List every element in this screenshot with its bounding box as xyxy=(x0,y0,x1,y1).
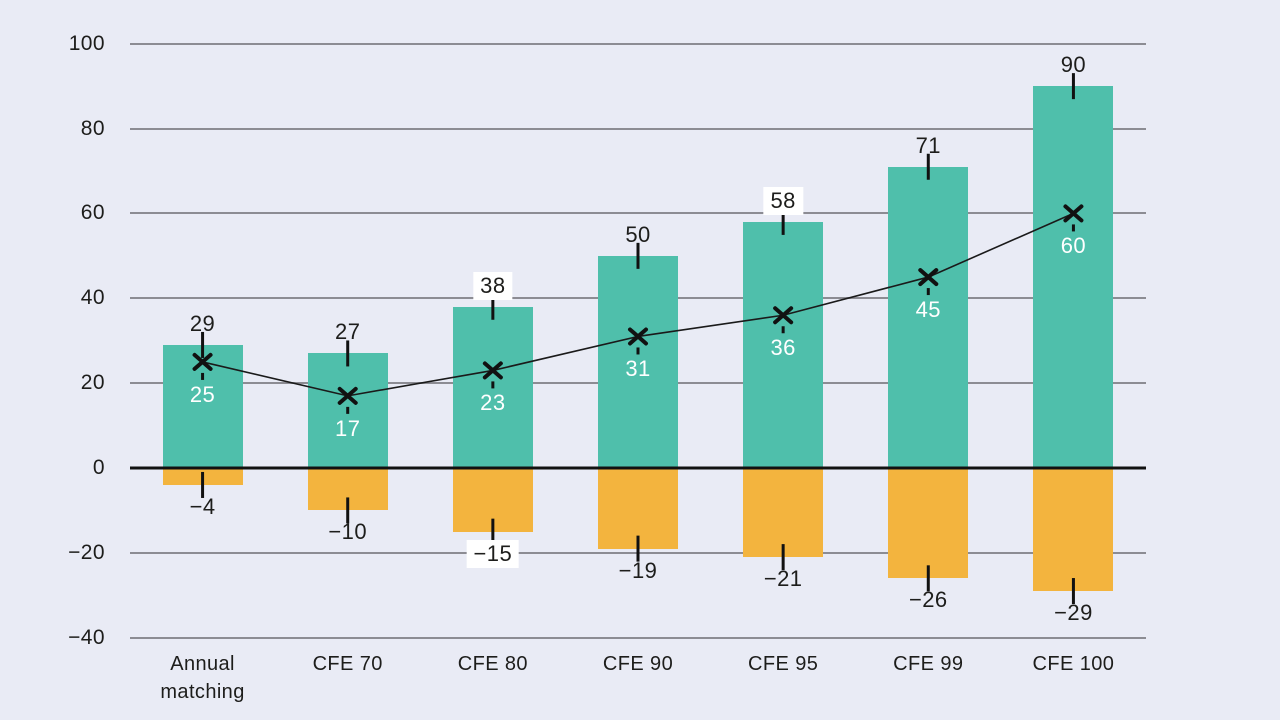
bar-negative xyxy=(743,468,824,558)
bar-value-label: 90 xyxy=(1060,52,1087,78)
bar-value-label: 29 xyxy=(189,310,216,336)
net-marker-x-icon xyxy=(1063,204,1084,223)
net-marker-x-icon xyxy=(192,352,213,371)
gridline xyxy=(130,212,1146,215)
category-label: CFE 90 xyxy=(602,653,674,675)
category-label: CFE 80 xyxy=(457,653,528,675)
category-label: CFE 100 xyxy=(1032,653,1115,675)
category-label: CFE 70 xyxy=(312,653,383,675)
bar-value-label: 58 xyxy=(763,186,803,215)
net-marker-x-icon xyxy=(337,386,358,405)
net-value-label: 25 xyxy=(189,381,216,407)
category-label: Annual matching xyxy=(160,653,245,703)
bar-value-label: −26 xyxy=(908,587,948,613)
bar-value-label: −10 xyxy=(328,519,368,545)
y-axis-tick-label: 80 xyxy=(80,116,105,140)
gridline xyxy=(130,127,1146,130)
y-axis-tick-label: 100 xyxy=(68,31,105,55)
y-axis-tick-label: −20 xyxy=(68,540,105,564)
net-marker-x-icon xyxy=(918,268,939,287)
y-axis-tick-label: 40 xyxy=(80,286,105,310)
category-label: CFE 99 xyxy=(893,653,964,675)
bar-positive xyxy=(888,166,969,468)
bar-positive xyxy=(743,221,824,468)
bar-value-label: −21 xyxy=(763,566,803,592)
gridline xyxy=(130,42,1146,45)
bar-value-label: −15 xyxy=(466,539,520,568)
bar-value-label: −29 xyxy=(1054,600,1093,626)
net-value-label: 45 xyxy=(915,297,941,323)
net-value-label: 17 xyxy=(335,415,361,441)
bar-value-label: −19 xyxy=(618,557,658,583)
net-marker-x-icon xyxy=(628,327,648,346)
net-marker-x-icon xyxy=(773,306,794,325)
category-label: CFE 95 xyxy=(748,653,819,675)
bar-positive xyxy=(598,255,678,468)
y-axis-tick-label: 0 xyxy=(92,456,105,479)
bar-negative xyxy=(888,468,969,579)
net-marker-x-icon xyxy=(482,361,503,380)
bar-value-label: −4 xyxy=(189,493,216,519)
y-axis-tick-label: 20 xyxy=(80,371,105,395)
bar-value-label: 50 xyxy=(625,221,651,247)
bar-positive xyxy=(162,344,243,468)
bar-value-label: 27 xyxy=(335,319,361,345)
bar-value-label: 38 xyxy=(473,271,513,300)
bar-positive xyxy=(1033,86,1114,468)
y-axis-tick-label: 60 xyxy=(80,201,105,225)
net-value-label: 36 xyxy=(770,335,796,361)
gridline xyxy=(130,636,1146,639)
bar-negative xyxy=(1033,468,1114,592)
net-value-label: 31 xyxy=(625,356,651,382)
net-value-label: 60 xyxy=(1060,233,1087,259)
y-axis-tick-label: −40 xyxy=(68,625,105,649)
bar-value-label: 71 xyxy=(915,132,941,158)
bar-negative xyxy=(598,468,678,549)
net-value-label: 23 xyxy=(480,390,506,416)
